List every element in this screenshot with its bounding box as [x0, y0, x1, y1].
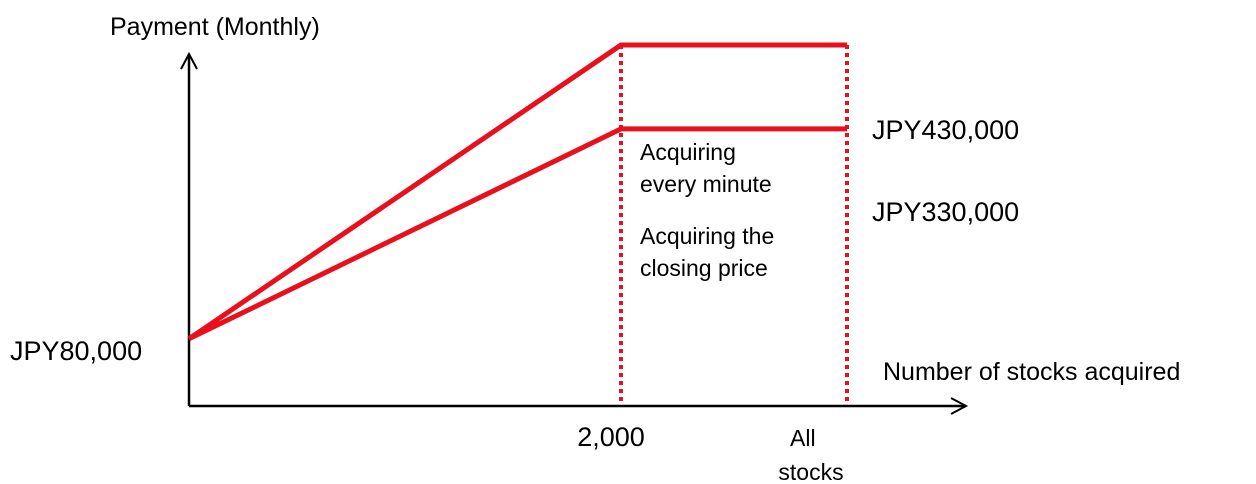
y-axis-label: Payment (Monthly): [110, 13, 320, 41]
x-axis-label: Number of stocks acquired: [883, 358, 1180, 386]
series-line-closing-price: [187, 126, 847, 342]
series-line-every-minute: [187, 42, 847, 341]
series-annotation-every-minute: Acquiring every minute: [640, 139, 772, 197]
series-annotation-closing-price: Acquiring the closing price: [640, 223, 781, 281]
series-layer: [187, 42, 847, 342]
start-value-label: JPY80,000: [10, 336, 142, 366]
series-end-label-every-minute: JPY430,000: [872, 115, 1019, 145]
tick-label-2000: 2,000: [577, 422, 645, 452]
series-end-label-closing-price: JPY330,000: [872, 197, 1019, 227]
tick-label-all-stocks: All stocks: [778, 425, 843, 484]
